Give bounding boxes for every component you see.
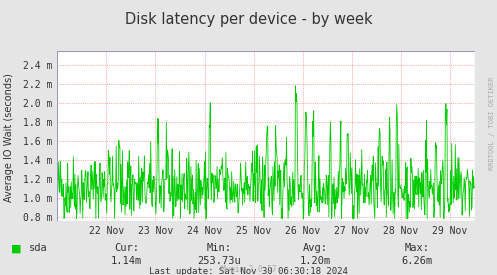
Text: 1.14m: 1.14m xyxy=(111,256,142,266)
Text: sda: sda xyxy=(29,243,48,253)
Text: Max:: Max: xyxy=(405,243,430,253)
Text: 253.73u: 253.73u xyxy=(197,256,241,266)
Text: Min:: Min: xyxy=(206,243,231,253)
Text: Average IO Wait (seconds): Average IO Wait (seconds) xyxy=(4,73,14,202)
Text: Last update: Sat Nov 30 06:30:18 2024: Last update: Sat Nov 30 06:30:18 2024 xyxy=(149,267,348,275)
Text: 6.26m: 6.26m xyxy=(402,256,433,266)
Text: RRDTOOL / TOBI OETIKER: RRDTOOL / TOBI OETIKER xyxy=(489,77,495,170)
Text: ■: ■ xyxy=(11,243,21,253)
Text: 1.20m: 1.20m xyxy=(300,256,331,266)
Text: Munin 2.0.57: Munin 2.0.57 xyxy=(221,265,276,274)
Text: Disk latency per device - by week: Disk latency per device - by week xyxy=(125,12,372,28)
Text: Avg:: Avg: xyxy=(303,243,328,253)
Text: Cur:: Cur: xyxy=(114,243,139,253)
